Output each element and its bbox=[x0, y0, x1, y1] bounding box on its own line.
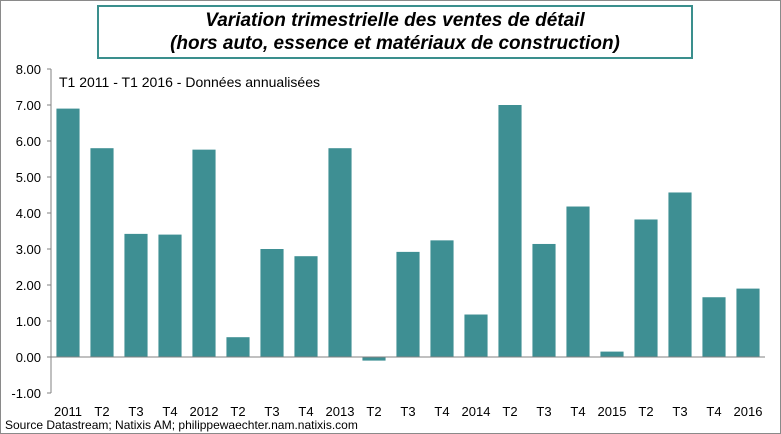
x-tick-label: T2 bbox=[366, 404, 381, 419]
x-tick-label: 2011 bbox=[54, 404, 82, 419]
x-tick-label: T4 bbox=[434, 404, 449, 419]
bar-6 bbox=[260, 249, 284, 357]
x-tick-label: T2 bbox=[230, 404, 245, 419]
bar-18 bbox=[668, 192, 692, 357]
y-tick-label: 2.00 bbox=[16, 278, 41, 293]
bar-15 bbox=[566, 206, 590, 357]
y-tick-label: -1.00 bbox=[11, 386, 41, 401]
x-axis: 2011 T2 T3 T4 2012 T2 T3 T4 2013 T2 T3 T4 2014 T2 T3 T4… bbox=[51, 356, 765, 419]
y-tick-label: 8.00 bbox=[16, 62, 41, 77]
x-tick-label: T4 bbox=[298, 404, 313, 419]
y-tick-label: 3.00 bbox=[16, 242, 41, 257]
bar-14 bbox=[532, 243, 556, 357]
x-tick-label: T2 bbox=[638, 404, 653, 419]
x-tick-label: 2016 bbox=[734, 404, 763, 419]
bar-13 bbox=[498, 105, 522, 357]
x-tick-label: T2 bbox=[502, 404, 517, 419]
chart-title-box: Variation trimestrielle des ventes de dé… bbox=[97, 5, 693, 59]
x-tick-label: T2 bbox=[94, 404, 109, 419]
x-tick-label: T3 bbox=[400, 404, 415, 419]
y-tick-label: 5.00 bbox=[16, 170, 41, 185]
x-tick-label: T4 bbox=[570, 404, 585, 419]
x-tick-label: T3 bbox=[264, 404, 279, 419]
y-tick-label: 6.00 bbox=[16, 134, 41, 149]
bar-2 bbox=[124, 233, 148, 357]
bar-16 bbox=[600, 351, 624, 357]
x-tick-label: 2014 bbox=[462, 404, 491, 419]
bar-4 bbox=[192, 149, 216, 357]
x-tick-label: T4 bbox=[706, 404, 721, 419]
y-tick-label: 4.00 bbox=[16, 206, 41, 221]
bar-0 bbox=[56, 108, 80, 357]
bar-17 bbox=[634, 219, 658, 357]
x-tick-label: T4 bbox=[162, 404, 177, 419]
bar-5 bbox=[226, 337, 250, 357]
bar-8 bbox=[328, 148, 352, 357]
y-tick-label: 0.00 bbox=[16, 350, 41, 365]
source-note: Source Datastream; Natixis AM; philippew… bbox=[5, 418, 358, 432]
y-tick-label: 1.00 bbox=[16, 314, 41, 329]
bar-19 bbox=[702, 297, 726, 357]
bar-20 bbox=[736, 288, 760, 357]
x-tick-label: 2013 bbox=[326, 404, 355, 419]
x-tick-label: 2015 bbox=[598, 404, 627, 419]
bar-11 bbox=[430, 240, 454, 357]
chart-title-line-1: Variation trimestrielle des ventes de dé… bbox=[205, 10, 585, 31]
y-axis: 8.00 7.00 6.00 5.00 4.00 3.00 2.00 1.00 0.00 -1.0… bbox=[11, 62, 52, 401]
bar-12 bbox=[464, 314, 488, 357]
bar-9 bbox=[362, 357, 386, 361]
bars bbox=[56, 105, 760, 361]
bar-7 bbox=[294, 256, 318, 357]
x-tick-label: T3 bbox=[128, 404, 143, 419]
x-tick-label: 2012 bbox=[190, 404, 219, 419]
bar-3 bbox=[158, 234, 182, 357]
bar-10 bbox=[396, 251, 420, 357]
chart-subtitle: T1 2011 - T1 2016 - Données annualisées bbox=[59, 74, 320, 90]
x-tick-label: T3 bbox=[536, 404, 551, 419]
x-tick-label: T3 bbox=[672, 404, 687, 419]
y-tick-label: 7.00 bbox=[16, 98, 41, 113]
chart-title-line-2: (hors auto, essence et matériaux de cons… bbox=[170, 33, 620, 54]
bar-1 bbox=[90, 148, 114, 357]
